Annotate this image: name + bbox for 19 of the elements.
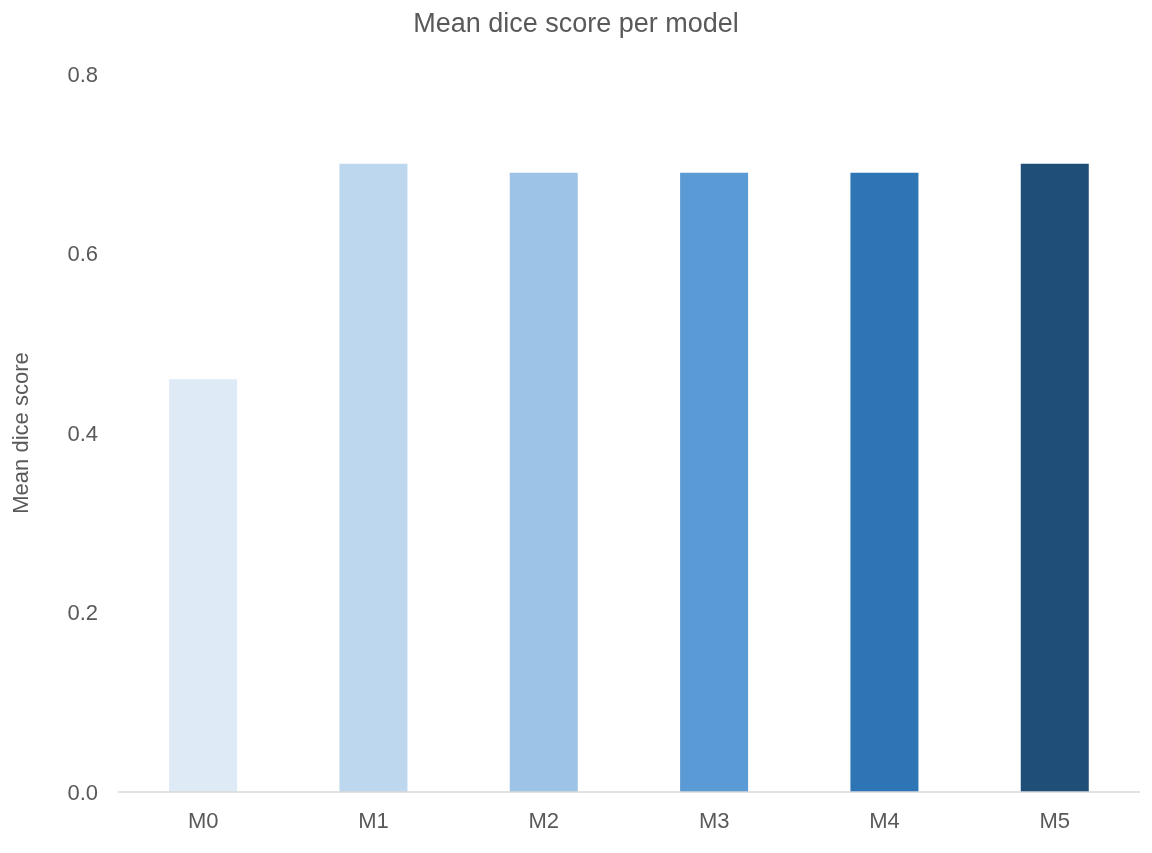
chart-title: Mean dice score per model [412,8,740,40]
bar [1020,163,1089,792]
y-tick-label: 0.6 [67,241,98,267]
x-tick-label: M2 [528,807,560,833]
x-tick-label: M0 [187,807,219,833]
x-tick-label: M4 [869,807,900,833]
bar [680,172,749,792]
x-tick-label: M5 [1039,807,1071,833]
bar [850,172,919,792]
y-tick-label: 0.0 [67,779,98,805]
x-tick-label: M1 [358,807,389,833]
bar [509,172,578,792]
y-tick-label: 0.8 [67,61,98,87]
bar [169,379,238,792]
y-tick-label: 0.4 [67,420,98,446]
y-tick-label: 0.2 [67,600,98,626]
x-tick-label: M3 [698,807,730,833]
y-axis-title: Mean dice score [7,352,33,514]
bar [339,163,408,792]
